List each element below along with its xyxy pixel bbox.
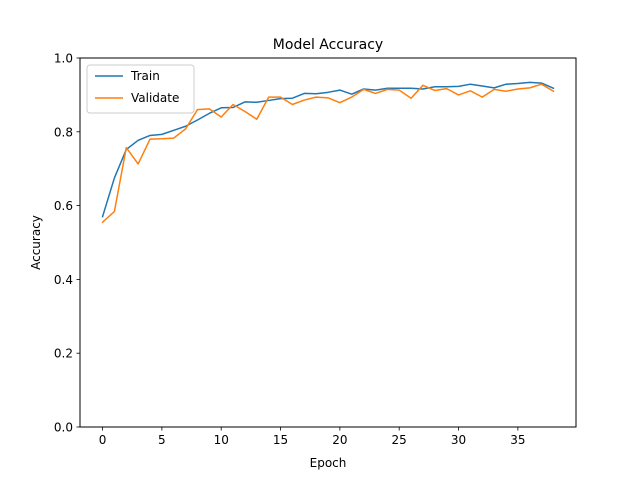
x-tick-label: 35 [510,433,525,447]
y-tick-label: 1.0 [54,52,73,66]
y-tick-label: 0.0 [54,421,73,435]
series-line-train [101,81,555,218]
series-line-validate [101,83,555,224]
plot-frame [79,57,577,428]
axes: 0 5 10 15 20 25 30 35 0.0 0.2 0.4 0.6 0.8 1.0 [54,52,526,448]
series-layer [101,81,555,224]
x-tick-label: 15 [273,433,288,447]
y-tick-label: 0.2 [54,347,73,361]
x-tick-label: 10 [214,433,229,447]
legend-box [86,64,195,114]
y-tick-label: 0.4 [54,273,73,287]
x-tick-label: 20 [332,433,347,447]
x-tick-label: 30 [451,433,466,447]
chart-title: Model Accuracy [273,37,383,53]
legend: Train Validate [86,64,195,114]
x-tick-label: 5 [158,433,166,447]
x-axis-label: Epoch [310,456,347,470]
legend-label-train: Train [130,69,160,83]
x-tick-label: 0 [99,433,107,447]
x-tick-label: 25 [392,433,407,447]
y-tick-label: 0.8 [54,125,73,139]
legend-label-validate: Validate [131,91,179,105]
y-tick-label: 0.6 [54,199,73,213]
y-axis-label: Accuracy [29,215,43,270]
